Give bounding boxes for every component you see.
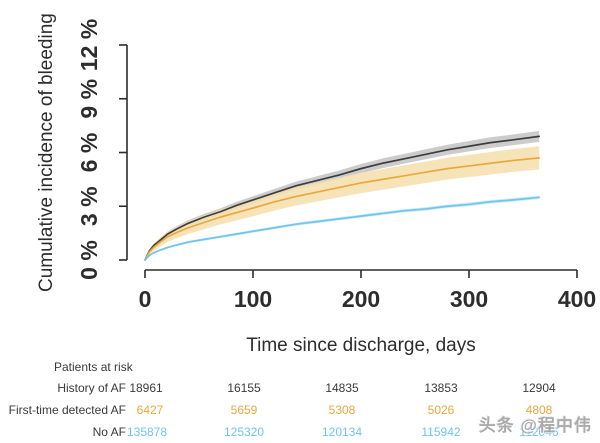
risk-value: 5026: [427, 403, 455, 417]
incidence-curve-0: [144, 135, 541, 261]
risk-table-title: Patients at risk: [54, 360, 133, 374]
x-tick-label: 400: [558, 286, 596, 312]
y-tick-label: 9 %: [76, 79, 102, 119]
incidence-curve-2: [144, 196, 541, 261]
risk-value: 16155: [227, 381, 261, 395]
risk-value: 14835: [325, 381, 359, 395]
x-tick-label: 200: [342, 286, 380, 312]
risk-value: 135878: [126, 425, 168, 439]
risk-row-history-of-af: History of AF 18961 16155 14835 13853 12…: [0, 381, 600, 395]
x-tick-label: 300: [450, 286, 488, 312]
confidence-band-1: [145, 146, 540, 260]
risk-row-label: History of AF: [57, 381, 126, 395]
y-tick-label: 3 %: [76, 186, 102, 226]
risk-value: 18961: [129, 381, 163, 395]
x-tick-label: 0: [139, 286, 152, 312]
risk-value: 112046: [519, 425, 559, 439]
risk-row-first-time-detected-af: First-time detected AF 6427 5659 5308 50…: [0, 403, 600, 417]
incidence-curve-1: [144, 157, 541, 261]
risk-row-label: First-time detected AF: [8, 403, 126, 417]
confidence-band-0: [145, 130, 540, 260]
risk-value: 5308: [328, 403, 356, 417]
risk-value: 12904: [522, 381, 556, 395]
risk-value: 120134: [321, 425, 363, 439]
y-tick-label: 0 %: [76, 240, 102, 280]
risk-value: 115942: [421, 425, 461, 439]
y-tick-label: 6 %: [76, 133, 102, 173]
risk-row-no-af: No AF 135878 125320 120134 115942 112046: [0, 425, 600, 439]
confidence-band-2: [145, 195, 540, 260]
risk-value: 4808: [525, 403, 553, 417]
watermark-text: 头条 @程中伟: [478, 416, 592, 435]
risk-value: 125320: [223, 425, 265, 439]
risk-value: 6427: [136, 403, 164, 417]
y-tick-label: 12 %: [76, 19, 102, 71]
x-tick-label: 100: [234, 286, 272, 312]
risk-row-label: No AF: [92, 425, 126, 439]
risk-value: 5659: [230, 403, 258, 417]
y-axis-title: Cumulative incidence of bleeding: [36, 13, 57, 293]
x-axis-title: Time since discharge, days: [246, 335, 476, 356]
risk-value: 13853: [424, 381, 458, 395]
